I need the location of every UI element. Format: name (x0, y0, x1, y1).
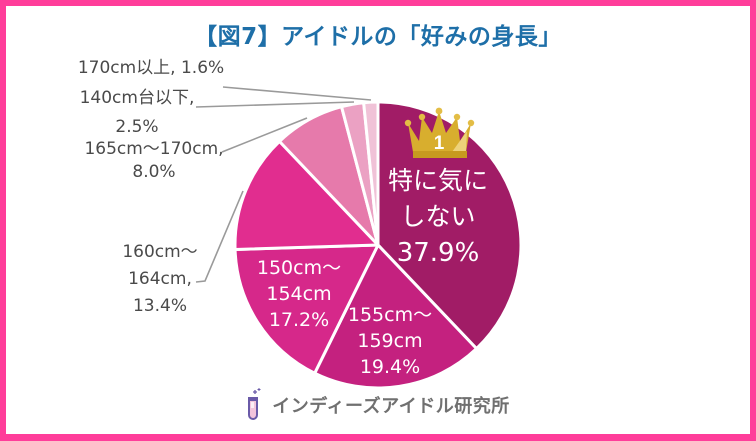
slice-label-155-159: 155cm～ 159cm 19.4% (340, 302, 440, 380)
pie-slice (233, 139, 380, 251)
label-line: 170cm以上, 1.6% (77, 58, 225, 78)
pie-slice (362, 100, 380, 247)
slice-label-150-154: 150cm～ 154cm 17.2% (249, 255, 349, 333)
slice-label-no-preference: 特に気に しない 37.9% (368, 163, 508, 271)
leader-lines (195, 86, 372, 283)
chart-title: 【図7】アイドルの「好みの身長」 (194, 24, 562, 50)
rank-number: 1 (434, 133, 445, 154)
label-line: 165cm～170cm, (84, 139, 224, 159)
slice-label-160-164: 160cm～ 164cm, 13.4% (105, 239, 215, 320)
slice-label-170-above: 170cm以上, 1.6% (61, 56, 241, 80)
leader-line-165-170 (221, 117, 308, 153)
leader-line-140-below (195, 101, 355, 108)
leader-line-160-164 (195, 190, 244, 283)
label-line: 155cm～ (347, 304, 433, 326)
pie-slice (233, 243, 380, 375)
label-value: 37.9% (396, 238, 480, 268)
label-line: 160cm～ (122, 242, 198, 262)
label-line: 159cm (357, 330, 423, 352)
label-line: 150cm～ (256, 257, 342, 279)
crown-icon: 1 (404, 107, 475, 158)
label-line: 140cm台以下, (79, 88, 195, 108)
label-value: 2.5% (115, 117, 159, 137)
label-value: 13.4% (132, 296, 187, 316)
pie-slices (233, 100, 523, 390)
leader-line-170-above (222, 86, 372, 101)
brand-footer: インディーズアイドル研究所 (6, 388, 750, 420)
label-line: しない (400, 202, 476, 231)
label-line: 154cm (266, 283, 332, 305)
slice-label-140-below: 140cm台以下, 2.5% (62, 84, 212, 142)
label-value: 19.4% (359, 356, 421, 378)
label-line: 特に気に (387, 166, 488, 195)
test-tube-icon (248, 388, 261, 420)
label-value: 17.2% (268, 309, 330, 331)
slice-label-165-170: 165cm～170cm, 8.0% (69, 138, 239, 184)
pie-slice (376, 100, 523, 351)
pie-slice (313, 243, 479, 390)
label-value: 8.0% (132, 162, 176, 182)
brand-name: インディーズアイドル研究所 (272, 396, 510, 417)
label-line: 164cm, (128, 269, 192, 289)
